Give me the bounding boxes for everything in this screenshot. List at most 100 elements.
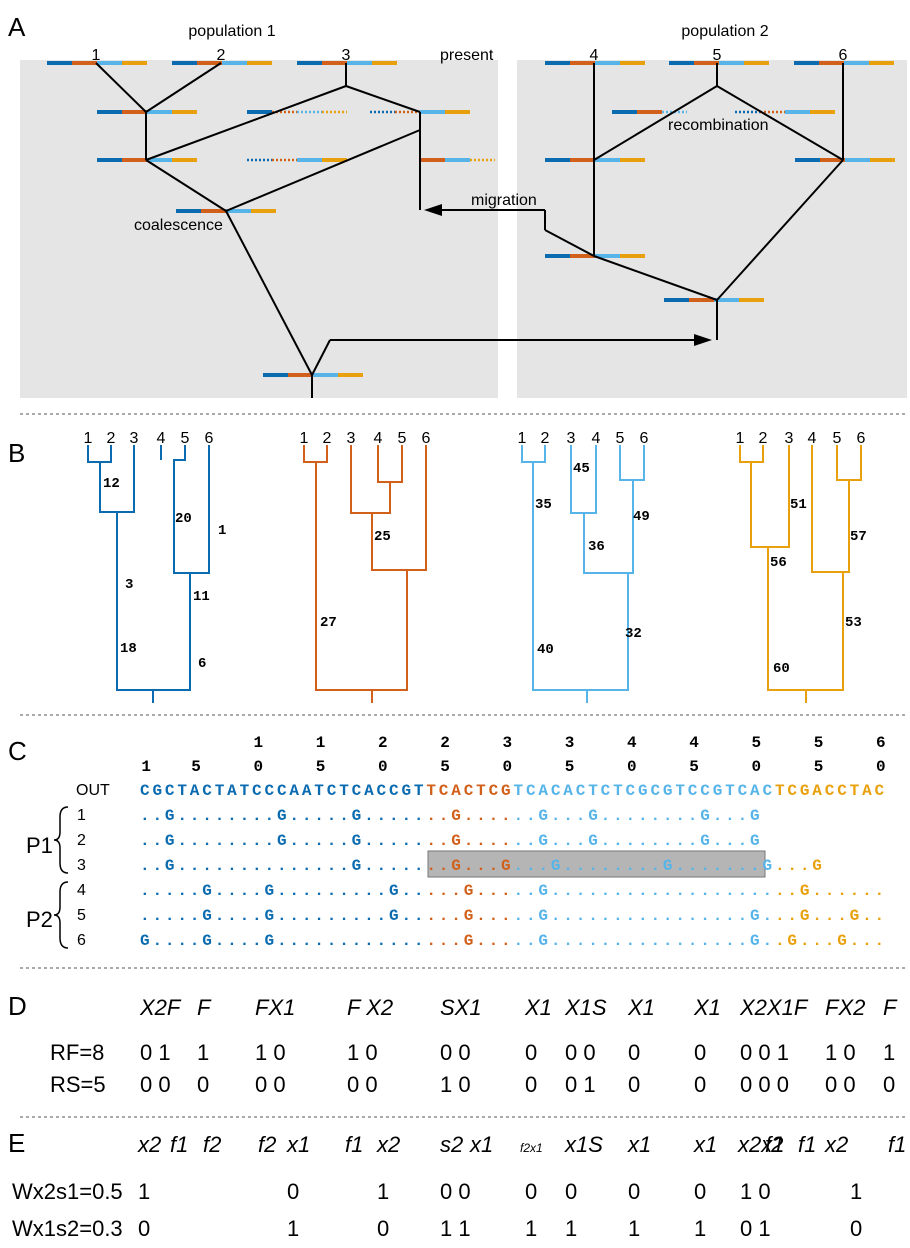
panel-e-value: 1 <box>377 1179 389 1204</box>
tree-tip-label: 5 <box>181 430 190 447</box>
branch-length-label: 3 <box>125 577 133 593</box>
tree-tip-label: 4 <box>374 430 383 447</box>
tree-tip-label: 2 <box>759 430 768 447</box>
branch-length-label: 11 <box>193 589 210 605</box>
panel-d-value: 1 <box>197 1040 209 1065</box>
panel-d-header: FX1 <box>255 995 295 1020</box>
population-2-label: population 2 <box>681 23 768 40</box>
panel-d-value: 0 <box>628 1072 640 1097</box>
ruler-tick: 4 <box>689 734 699 752</box>
recombination-label: recombination <box>668 117 769 134</box>
sample-sequence: .....G....G.........G.....G.....G.......… <box>140 882 884 900</box>
panel-e-value: 0 1 <box>740 1216 771 1241</box>
sample-sequence: .....G....G.........G.....G.....G.......… <box>140 907 884 925</box>
panel-d-value: 0 0 <box>825 1072 856 1097</box>
tree-tip-label: 3 <box>130 430 139 447</box>
sample-row-label: 5 <box>77 907 86 924</box>
population-2-group-label: P2 <box>26 907 53 932</box>
branch-length-label: 1 <box>218 523 226 539</box>
branch-length-label: 20 <box>175 511 192 527</box>
panel-e-header: x1 <box>693 1132 717 1157</box>
branch-length-label: 18 <box>120 641 137 657</box>
brace <box>53 881 69 949</box>
ruler-tick: 3 <box>565 734 575 752</box>
panel-e-value: 1 <box>525 1216 537 1241</box>
sample-row-label: 4 <box>77 882 86 899</box>
panel-d-value: 0 <box>883 1072 895 1097</box>
ruler-tick: 6 <box>876 734 886 752</box>
panel-e-header: f2 <box>203 1132 221 1157</box>
tree-tip-label: 2 <box>323 430 332 447</box>
panel-letter-D: D <box>8 991 27 1021</box>
branch-length-label: 6 <box>198 656 206 672</box>
panel-d-header: FX2 <box>825 995 865 1020</box>
ruler-tick: 0 <box>378 758 388 776</box>
ruler-tick: 5 <box>751 734 761 752</box>
panel-e-header: x2 <box>376 1132 400 1157</box>
tree-tip-label: 6 <box>857 430 866 447</box>
panel-e-value: 0 <box>138 1216 150 1241</box>
branch-length-label: 35 <box>535 497 552 513</box>
ruler-tick: 2 <box>378 734 388 752</box>
panel-e-header: f1 <box>888 1132 906 1157</box>
tree-tip-label: 1 <box>736 430 745 447</box>
panel-e-value: 1 <box>138 1179 150 1204</box>
ruler-tick: 0 <box>876 758 886 776</box>
branch-length-label: 32 <box>625 626 642 642</box>
panel-e-value: 0 <box>565 1179 577 1204</box>
sample-row-label: 2 <box>77 832 86 849</box>
branch-length-label: 45 <box>573 461 590 477</box>
tree-1-branch <box>116 445 191 691</box>
branch-length-label: 56 <box>770 555 787 571</box>
tree-4-branch <box>849 445 862 481</box>
genealogy-line <box>345 85 421 113</box>
ruler-tick: 1 <box>316 734 326 752</box>
panel-e-header: x1 <box>286 1132 310 1157</box>
panel-d-value: 1 0 <box>825 1040 856 1065</box>
branch-length-label: 57 <box>850 529 867 545</box>
sample-label-3: 3 <box>342 47 351 64</box>
migration-label: migration <box>471 192 537 209</box>
tree-3-branch <box>633 445 645 481</box>
panel-letter-E: E <box>8 1128 25 1158</box>
sample-sequence: G....G....G...............G.....G.......… <box>140 932 884 950</box>
tree-4-branch <box>768 445 790 548</box>
panel-e-value: 1 <box>694 1216 706 1241</box>
genealogy-line <box>225 129 421 212</box>
panel-e-value: 1 <box>287 1216 299 1241</box>
tree-2-branch <box>303 445 328 463</box>
panel-e-value: 0 0 <box>440 1179 471 1204</box>
brace <box>53 806 69 874</box>
panel-letter-B: B <box>8 438 25 468</box>
branch-length-label: 25 <box>374 529 391 545</box>
branch-length-label: 27 <box>320 615 337 631</box>
tree-3-branch <box>619 445 634 574</box>
panel-d-header: F <box>883 995 898 1020</box>
coalescence-label: coalescence <box>134 217 223 234</box>
panel-d-header: X1 <box>627 995 655 1020</box>
migration-line <box>311 339 331 376</box>
tree-1-branch <box>87 445 112 463</box>
sample-row-label: 1 <box>77 807 86 824</box>
panel-e-value: 0 <box>628 1179 640 1204</box>
panel-e-value: 0 <box>377 1216 389 1241</box>
panel-e-header: x2 <box>824 1132 848 1157</box>
branch-length-label: 53 <box>845 615 862 631</box>
panel-e-value: 1 0 <box>740 1179 771 1204</box>
genealogy-line <box>95 62 147 113</box>
panel-e-header: f1 <box>798 1132 816 1157</box>
panel-d-header: SX1 <box>440 995 482 1020</box>
tree-4-branch <box>836 445 850 573</box>
panel-e-header: f2x1 <box>520 1141 543 1155</box>
sample-sequence: ..G..............G.......G...G...G......… <box>140 857 822 875</box>
genealogy-line <box>593 255 718 301</box>
tree-tip-label: 3 <box>785 430 794 447</box>
panel-e-header: f2 <box>258 1132 276 1157</box>
panel-d-header: X2F <box>139 995 182 1020</box>
tree-2-branch <box>407 445 427 571</box>
tree-tip-label: 6 <box>640 430 649 447</box>
sample-row-label: 3 <box>77 857 86 874</box>
ruler-tick: 5 <box>316 758 326 776</box>
panel-letter-A: A <box>8 12 26 42</box>
panel-d-value: 0 <box>694 1072 706 1097</box>
